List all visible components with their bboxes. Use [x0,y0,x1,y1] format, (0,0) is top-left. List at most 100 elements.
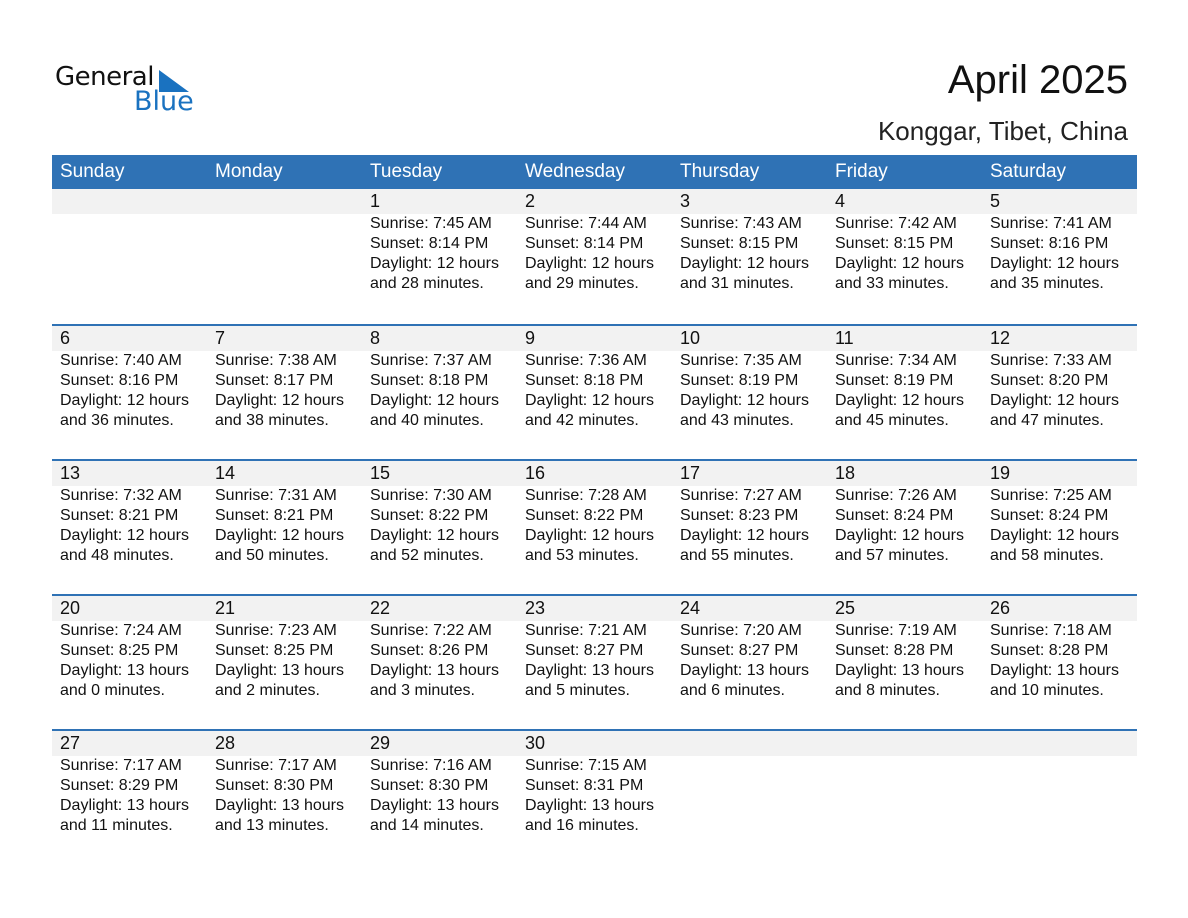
sunrise-time: Sunrise: 7:32 AM [60,487,182,504]
empty-cell [827,731,982,864]
daylight-hours: Daylight: 13 hours [60,662,189,679]
daylight-hours: Daylight: 12 hours [680,527,809,544]
sunrise-time: Sunrise: 7:36 AM [525,352,647,369]
weeks: 1 Sunrise: 7:45 AM Sunset: 8:14 PM Daylight… [52,189,1137,864]
daylight-minutes: and 55 minutes. [680,547,794,564]
day-cell: 6 Sunrise: 7:40 AM Sunset: 8:16 PM Daylight… [52,326,207,459]
page-title: April 2025 [947,58,1128,102]
day-number: 18 [835,463,856,483]
day-cell: 5 Sunrise: 7:41 AM Sunset: 8:16 PM Daylight… [982,189,1137,324]
sunrise-time: Sunrise: 7:45 AM [370,215,492,232]
daylight-hours: Daylight: 12 hours [370,255,499,272]
logo-general: General [55,62,154,92]
daylight-minutes: and 36 minutes. [60,412,174,429]
weekday-thursday: Thursday [680,161,760,182]
daylight-minutes: and 45 minutes. [835,412,949,429]
calendar-grid: Sunday Monday Tuesday Wednesday Thursday Frid… [52,155,1137,864]
day-cell: 18 Sunrise: 7:26 AM Sunset: 8:24 PM Dayligh… [827,461,982,594]
sunset-time: Sunset: 8:24 PM [990,507,1109,524]
sunset-time: Sunset: 8:15 PM [835,235,954,252]
daylight-minutes: and 28 minutes. [370,275,484,292]
day-number: 5 [990,191,1001,211]
day-cell: 25 Sunrise: 7:19 AM Sunset: 8:28 PM Dayligh… [827,596,982,729]
day-cell: 12 Sunrise: 7:33 AM Sunset: 8:20 PM Dayligh… [982,326,1137,459]
daylight-minutes: and 52 minutes. [370,547,484,564]
sunrise-time: Sunrise: 7:17 AM [60,757,182,774]
day-number: 28 [215,733,236,753]
sunset-time: Sunset: 8:31 PM [525,777,644,794]
sunset-time: Sunset: 8:22 PM [370,507,489,524]
daylight-hours: Daylight: 12 hours [680,255,809,272]
daylight-minutes: and 5 minutes. [525,682,630,699]
empty-cell [207,189,362,324]
daylight-hours: Daylight: 13 hours [370,797,499,814]
sunset-time: Sunset: 8:17 PM [215,372,334,389]
sunset-time: Sunset: 8:30 PM [215,777,334,794]
sunrise-time: Sunrise: 7:30 AM [370,487,492,504]
daylight-hours: Daylight: 12 hours [990,527,1119,544]
day-number: 21 [215,598,236,618]
sunset-time: Sunset: 8:18 PM [525,372,644,389]
day-number: 11 [835,328,854,348]
day-number: 25 [835,598,856,618]
sunrise-time: Sunrise: 7:16 AM [370,757,492,774]
daylight-hours: Daylight: 13 hours [215,797,344,814]
daylight-minutes: and 16 minutes. [525,817,639,834]
daylight-hours: Daylight: 13 hours [60,797,189,814]
sunset-time: Sunset: 8:25 PM [60,642,179,659]
daylight-minutes: and 6 minutes. [680,682,785,699]
day-cell: 13 Sunrise: 7:32 AM Sunset: 8:21 PM Dayligh… [52,461,207,594]
day-number: 16 [525,463,546,483]
day-cell: 4 Sunrise: 7:42 AM Sunset: 8:15 PM Daylight… [827,189,982,324]
sunset-time: Sunset: 8:28 PM [835,642,954,659]
sunrise-time: Sunrise: 7:44 AM [525,215,647,232]
day-number: 6 [60,328,71,348]
daylight-minutes: and 14 minutes. [370,817,484,834]
daylight-hours: Daylight: 12 hours [525,527,654,544]
day-cell: 26 Sunrise: 7:18 AM Sunset: 8:28 PM Dayligh… [982,596,1137,729]
day-cell: 24 Sunrise: 7:20 AM Sunset: 8:27 PM Dayligh… [672,596,827,729]
day-number: 10 [680,328,701,348]
day-number: 17 [680,463,701,483]
day-number: 1 [370,191,381,211]
sunset-time: Sunset: 8:16 PM [990,235,1109,252]
weekday-wednesday: Wednesday [525,161,625,182]
sunrise-time: Sunrise: 7:37 AM [370,352,492,369]
sunrise-time: Sunrise: 7:26 AM [835,487,957,504]
day-number: 12 [990,328,1011,348]
sunset-time: Sunset: 8:15 PM [680,235,799,252]
sunset-time: Sunset: 8:29 PM [60,777,179,794]
day-number: 14 [215,463,236,483]
daylight-minutes: and 2 minutes. [215,682,320,699]
empty-cell [672,731,827,864]
day-cell: 3 Sunrise: 7:43 AM Sunset: 8:15 PM Daylight… [672,189,827,324]
daylight-hours: Daylight: 13 hours [525,662,654,679]
day-number: 8 [370,328,381,348]
day-cell: 22 Sunrise: 7:22 AM Sunset: 8:26 PM Dayligh… [362,596,517,729]
sunrise-time: Sunrise: 7:28 AM [525,487,647,504]
day-number: 30 [525,733,546,753]
day-number: 27 [60,733,81,753]
sunrise-time: Sunrise: 7:24 AM [60,622,182,639]
sunrise-time: Sunrise: 7:33 AM [990,352,1112,369]
sunrise-time: Sunrise: 7:25 AM [990,487,1112,504]
day-cell: 28 Sunrise: 7:17 AM Sunset: 8:30 PM Dayligh… [207,731,362,864]
sunrise-time: Sunrise: 7:41 AM [990,215,1112,232]
daylight-hours: Daylight: 13 hours [525,797,654,814]
day-cell: 17 Sunrise: 7:27 AM Sunset: 8:23 PM Dayligh… [672,461,827,594]
daylight-hours: Daylight: 12 hours [835,392,964,409]
daylight-minutes: and 33 minutes. [835,275,949,292]
daylight-hours: Daylight: 12 hours [835,255,964,272]
day-cell: 27 Sunrise: 7:17 AM Sunset: 8:29 PM Dayligh… [52,731,207,864]
weekday-tuesday: Tuesday [370,161,443,182]
daylight-hours: Daylight: 13 hours [215,662,344,679]
day-cell: 16 Sunrise: 7:28 AM Sunset: 8:22 PM Dayligh… [517,461,672,594]
daylight-minutes: and 35 minutes. [990,275,1104,292]
daylight-minutes: and 0 minutes. [60,682,165,699]
sunrise-time: Sunrise: 7:17 AM [215,757,337,774]
daylight-hours: Daylight: 13 hours [370,662,499,679]
day-cell: 21 Sunrise: 7:23 AM Sunset: 8:25 PM Dayligh… [207,596,362,729]
daylight-minutes: and 48 minutes. [60,547,174,564]
sunset-time: Sunset: 8:27 PM [525,642,644,659]
